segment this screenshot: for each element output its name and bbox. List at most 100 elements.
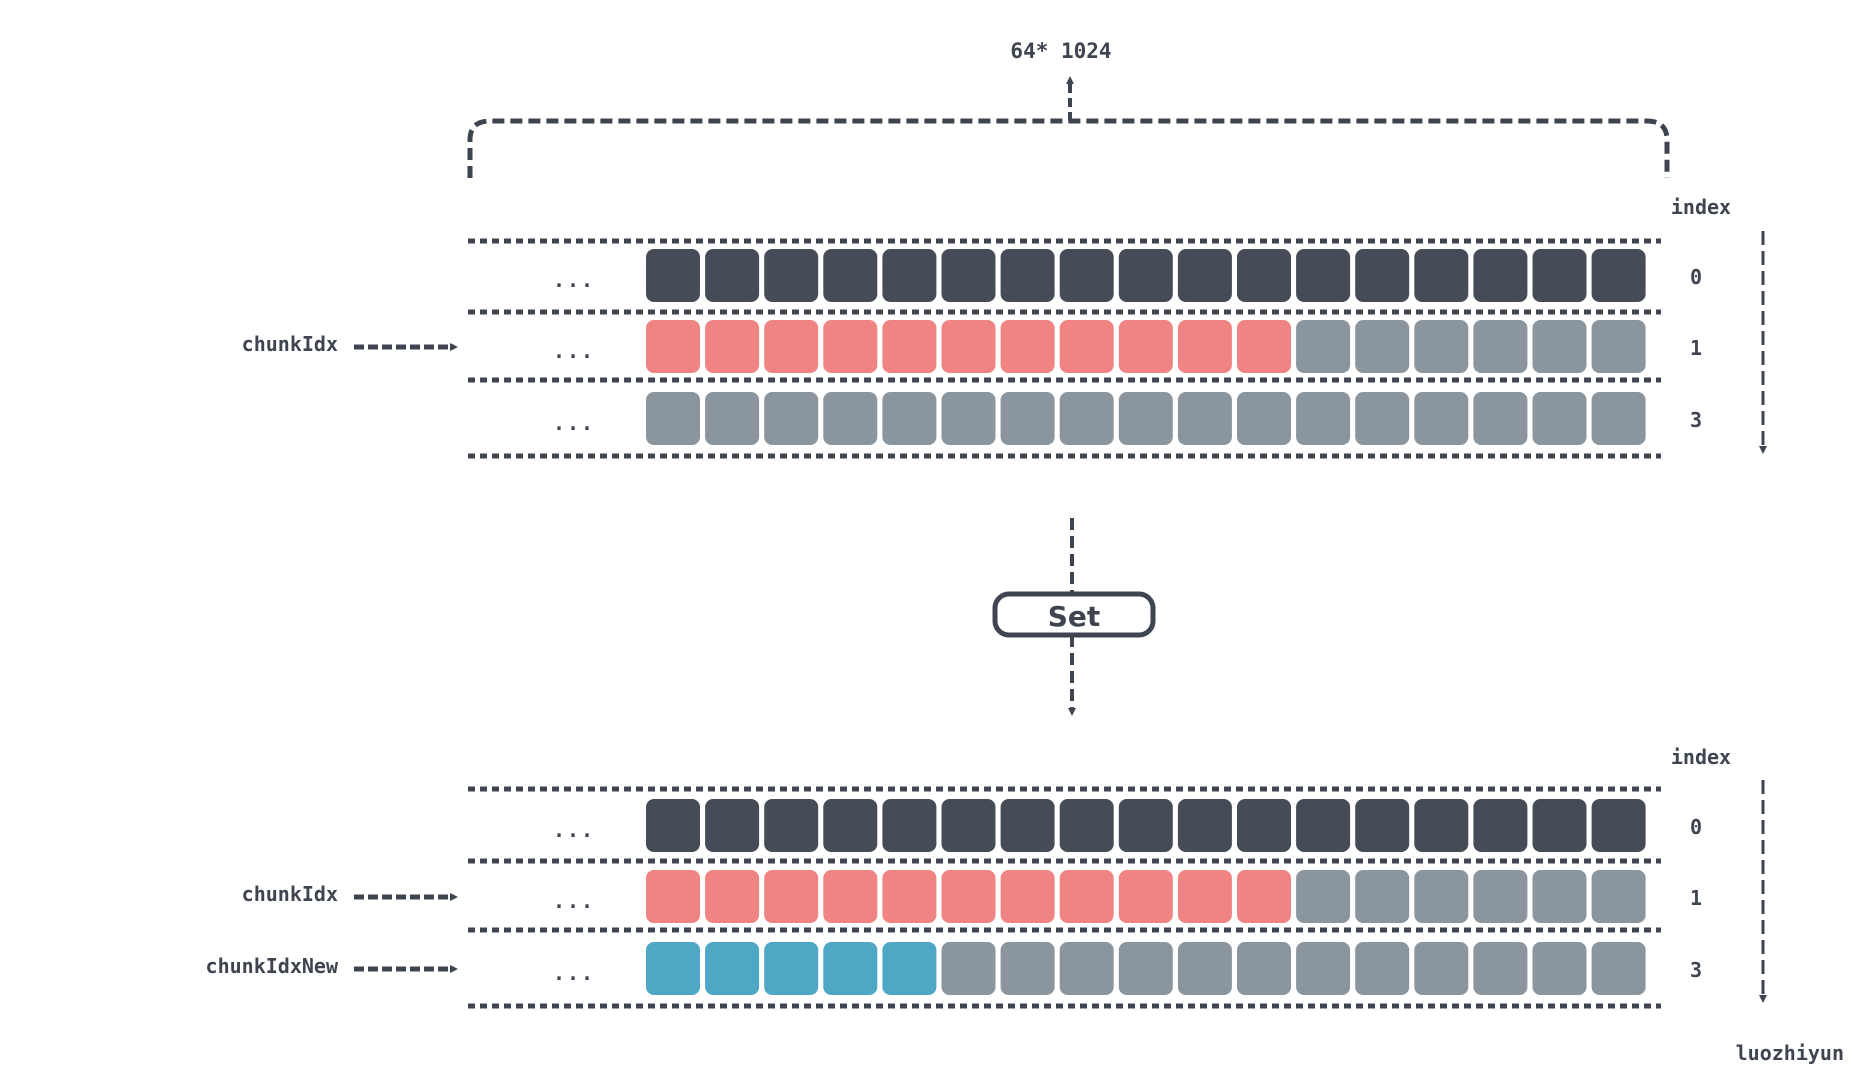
row-index: 3	[1690, 958, 1702, 982]
cell-dark	[705, 799, 760, 852]
cell-dark	[823, 249, 878, 302]
cell-dark	[1237, 799, 1291, 852]
cell-dark	[1414, 249, 1469, 302]
row-index: 0	[1690, 265, 1702, 289]
cell-red	[1177, 870, 1232, 923]
cell-grey	[1591, 942, 1646, 995]
cell-grey	[1473, 320, 1528, 373]
brace-bracket	[467, 118, 1670, 178]
cell-dark	[1118, 799, 1173, 852]
index-label: index	[1671, 195, 1731, 219]
cell-dark	[1059, 799, 1114, 852]
index-label: index	[1671, 745, 1731, 769]
cell-dark	[764, 249, 819, 302]
cell-grey	[1177, 392, 1232, 445]
cell-dark	[1296, 799, 1351, 852]
cell-dark	[1591, 249, 1646, 302]
cell-grey	[1118, 392, 1173, 445]
cell-red	[705, 320, 760, 373]
cell-red	[1000, 320, 1055, 373]
cell-grey	[1591, 392, 1646, 445]
array-row-0: ... 0	[553, 249, 1702, 302]
cell-dark	[823, 799, 878, 852]
cell-red	[1237, 870, 1291, 923]
cell-blue	[705, 942, 760, 995]
cell-red	[1118, 320, 1173, 373]
cell-grey	[1237, 942, 1291, 995]
size-label: 64* 1024	[1010, 39, 1111, 63]
cell-dark	[1532, 799, 1587, 852]
cell-grey	[1532, 320, 1587, 373]
cell-blue	[764, 942, 819, 995]
cell-grey	[941, 942, 996, 995]
cell-grey	[1473, 392, 1528, 445]
cell-grey	[705, 392, 760, 445]
cell-dark	[1473, 799, 1528, 852]
cell-red	[882, 870, 937, 923]
cell-dark	[705, 249, 760, 302]
cell-dark	[1237, 249, 1291, 302]
cell-red	[882, 320, 937, 373]
cell-dark	[1000, 799, 1055, 852]
cell-dark	[1355, 799, 1410, 852]
cell-grey	[1118, 942, 1173, 995]
set-operation-label: Set	[1048, 600, 1101, 633]
cell-grey	[941, 392, 996, 445]
cell-dark	[1473, 249, 1528, 302]
cell-grey	[1591, 870, 1646, 923]
array-row-0: ... 0	[553, 799, 1702, 852]
cell-grey	[1473, 942, 1528, 995]
cell-dark	[646, 249, 700, 302]
pointer-label: chunkIdx	[242, 882, 338, 906]
cell-grey	[1414, 320, 1469, 373]
ellipsis: ...	[553, 339, 595, 363]
cell-grey	[1059, 392, 1114, 445]
cell-red	[1177, 320, 1232, 373]
cell-dark	[1591, 799, 1646, 852]
cell-red	[705, 870, 760, 923]
cell-red	[1059, 870, 1114, 923]
cell-red	[646, 870, 700, 923]
cell-grey	[823, 392, 878, 445]
ellipsis: ...	[553, 818, 595, 842]
array-row-1: ... 1	[553, 320, 1702, 373]
cell-grey	[1414, 392, 1469, 445]
pointer-label: chunkIdx	[242, 332, 338, 356]
cell-grey	[1237, 392, 1291, 445]
row-index: 1	[1690, 336, 1702, 360]
cell-dark	[1177, 799, 1232, 852]
cell-grey	[1177, 942, 1232, 995]
cell-red	[823, 320, 878, 373]
cell-red	[941, 870, 996, 923]
cell-grey	[1591, 320, 1646, 373]
cell-blue	[882, 942, 937, 995]
cell-dark	[882, 249, 937, 302]
cell-grey	[1414, 870, 1469, 923]
cell-dark	[1118, 249, 1173, 302]
cell-grey	[1000, 392, 1055, 445]
ellipsis: ...	[553, 889, 595, 913]
cell-dark	[941, 249, 996, 302]
cell-dark	[1059, 249, 1114, 302]
ellipsis: ...	[553, 268, 595, 292]
cell-grey	[1532, 870, 1587, 923]
cell-dark	[764, 799, 819, 852]
row-index: 3	[1690, 408, 1702, 432]
watermark: luozhiyun	[1736, 1041, 1844, 1065]
cell-dark	[646, 799, 700, 852]
cell-blue	[646, 942, 700, 995]
cell-grey	[1296, 870, 1351, 923]
cell-grey	[1296, 392, 1351, 445]
top-array: index... 0... 1... 3 chunkIdx	[242, 195, 1767, 459]
cell-grey	[1532, 392, 1587, 445]
row-index: 0	[1690, 815, 1702, 839]
cell-grey	[1414, 942, 1469, 995]
cell-red	[1237, 320, 1291, 373]
cell-grey	[1000, 942, 1055, 995]
ellipsis: ...	[553, 411, 595, 435]
cell-grey	[1296, 942, 1351, 995]
array-row-1: ... 1	[553, 870, 1702, 923]
array-row-3: ... 3	[553, 392, 1702, 445]
cell-grey	[1355, 942, 1410, 995]
